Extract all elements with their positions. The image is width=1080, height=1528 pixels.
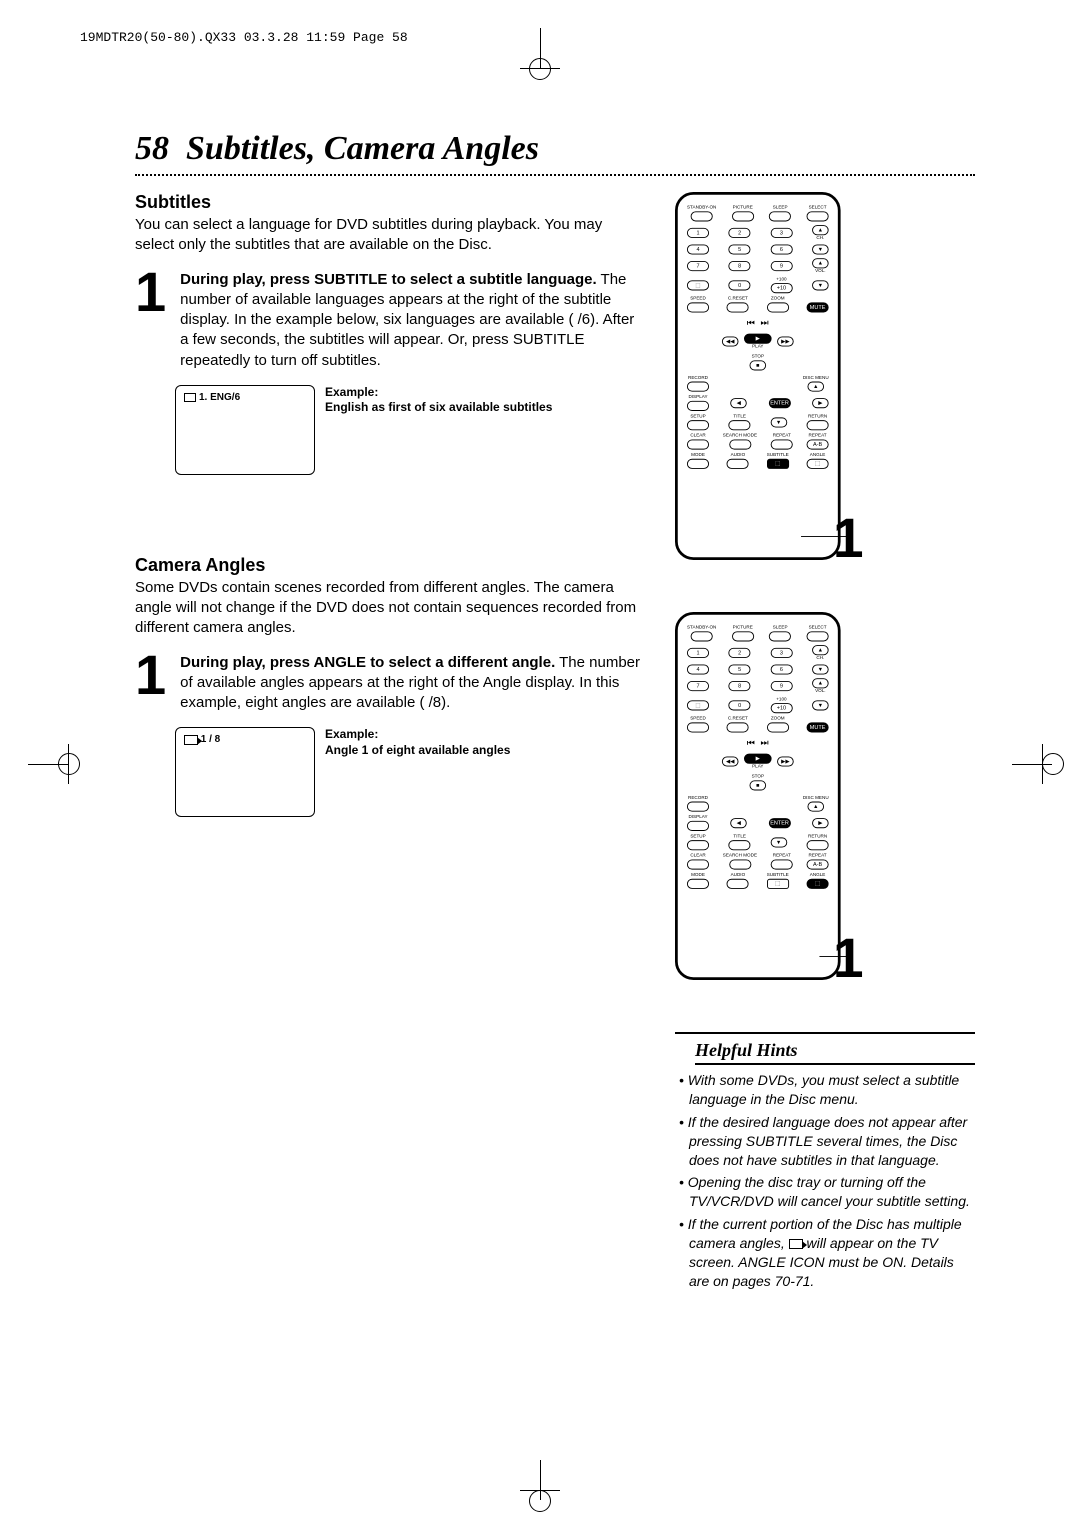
subtitles-intro: You can select a language for DVD subtit… <box>135 215 645 256</box>
hints-list: With some DVDs, you must select a subtit… <box>675 1071 975 1291</box>
example-box-angles: 1 / 8 <box>175 727 315 817</box>
page-title: 58 Subtitles, Camera Angles <box>135 130 975 168</box>
camera-icon <box>789 1239 803 1249</box>
header-line: 19MDTR20(50-80).QX33 03.3.28 11:59 Page … <box>80 30 408 45</box>
left-column: Subtitles You can select a language for … <box>135 192 645 1295</box>
right-column: STANDBY-ONPICTURESLEEPSELECT123▲CH.456▼7… <box>675 192 975 1295</box>
hints-title: Helpful Hints <box>695 1040 975 1065</box>
remote-control-1: STANDBY-ONPICTURESLEEPSELECT123▲CH.456▼7… <box>675 192 841 560</box>
example-box-text: 1 / 8 <box>201 734 220 745</box>
example-desc: English as first of six available subtit… <box>325 400 552 416</box>
dotted-divider <box>135 174 975 176</box>
hint-item: If the current portion of the Disc has m… <box>689 1215 975 1291</box>
step-bold: During play, press ANGLE to select a dif… <box>180 654 555 671</box>
hint-item: If the desired language does not appear … <box>689 1113 975 1170</box>
page-content: 58 Subtitles, Camera Angles Subtitles Yo… <box>135 130 975 1295</box>
example-box-text: 1. ENG/6 <box>199 392 240 403</box>
step-number: 1 <box>135 653 166 714</box>
angles-step: 1 During play, press ANGLE to select a d… <box>135 653 645 714</box>
camera-icon <box>184 735 198 745</box>
callout-number: 1 <box>833 511 864 566</box>
example-title: Example: <box>325 727 510 743</box>
title-text: Subtitles, Camera Angles <box>186 130 539 167</box>
example-box-subtitles: 1. ENG/6 <box>175 385 315 475</box>
hint-item: With some DVDs, you must select a subtit… <box>689 1071 975 1109</box>
subtitle-screen-icon <box>184 393 196 402</box>
step-text: During play, press ANGLE to select a dif… <box>180 653 645 714</box>
example-label: Example: English as first of six availab… <box>325 385 552 475</box>
callout-number: 1 <box>833 931 864 986</box>
remote-control-2: STANDBY-ONPICTURESLEEPSELECT123▲CH.456▼7… <box>675 612 841 980</box>
example-title: Example: <box>325 385 552 401</box>
hint-item: Opening the disc tray or turning off the… <box>689 1173 975 1211</box>
angles-intro: Some DVDs contain scenes recorded from d… <box>135 578 645 639</box>
example-desc: Angle 1 of eight available angles <box>325 743 510 759</box>
helpful-hints: Helpful Hints With some DVDs, you must s… <box>675 1032 975 1291</box>
step-bold: During play, press SUBTITLE to select a … <box>180 271 596 288</box>
subtitles-example: 1. ENG/6 Example: English as first of si… <box>175 385 645 475</box>
subtitles-heading: Subtitles <box>135 192 645 213</box>
example-label: Example: Angle 1 of eight available angl… <box>325 727 510 817</box>
step-number: 1 <box>135 270 166 371</box>
angles-example: 1 / 8 Example: Angle 1 of eight availabl… <box>175 727 645 817</box>
angles-heading: Camera Angles <box>135 555 645 576</box>
page-number: 58 <box>135 130 169 167</box>
step-text: During play, press SUBTITLE to select a … <box>180 270 645 371</box>
subtitles-step: 1 During play, press SUBTITLE to select … <box>135 270 645 371</box>
